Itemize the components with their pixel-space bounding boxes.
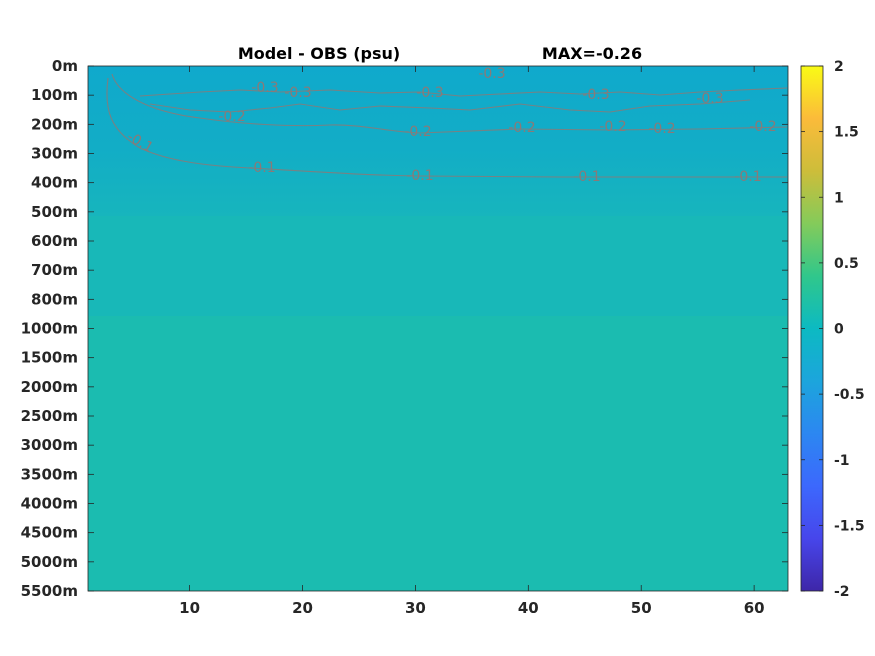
contour-label: -0.2 [648,121,675,137]
contour-label: -0.3 [251,80,278,96]
colorbar-tick-label: -1 [834,453,850,469]
y-tick-label: 200m [31,115,78,133]
y-tick-label: 600m [31,232,78,250]
y-tick-label: 400m [31,174,78,192]
colorbar-tick-label: 0 [834,322,844,338]
colorbar-tick-label: -2 [834,584,850,600]
y-tick-label: 5500m [21,582,78,600]
y-tick-label: 1500m [21,349,78,367]
contour-line-minus-0-1 [106,77,787,178]
contour-label: -0.2 [218,109,245,125]
surface-water-fill [88,66,788,216]
contour-line-minus-0-3 [139,87,788,97]
y-tick-label: 100m [31,86,78,104]
contour-label: -0.1 [248,160,275,176]
y-axis: 0m 100m 200m 300m 400m 500m 600m 700m 800m 1000m 1… [21,57,788,600]
colorbar-tick-label: 0.5 [834,256,859,272]
colorbar: 2 1.5 1 0.5 0 -0.5 -1 -1.5 -2 [800,59,865,600]
y-tick-label: 2500m [21,407,78,425]
y-tick-label: 2000m [21,378,78,396]
contour-label: -0.3 [696,91,723,107]
contour-line-minus-0-2 [111,73,788,134]
contour-label: -0.1 [573,169,600,185]
x-axis: 10 20 30 40 50 60 [179,66,765,617]
heatmap-field [88,66,788,591]
y-tick-label: 4000m [21,495,78,513]
chart-subtitle: MAX=-0.26 [542,44,642,63]
contour-label: -0.3 [582,87,609,103]
y-tick-label: 0m [52,57,78,75]
contour-label: -0.3 [478,66,505,82]
x-tick-label: 50 [631,599,652,617]
contour-lines [106,73,788,178]
x-tick-label: 40 [518,599,539,617]
colorbar-tick-label: -0.5 [834,387,865,403]
contour-label: -0.2 [599,119,626,135]
x-tick-label: 20 [292,599,313,617]
contour-line-minus-0-3-inner [149,99,751,113]
colorbar-tick-label: 2 [834,59,844,75]
x-tick-label: 10 [179,599,200,617]
x-tick-label: 30 [405,599,426,617]
chart-title: Model - OBS (psu) [238,44,400,63]
colorbar-tick-label: 1 [834,190,844,206]
colorbar-ticks: 2 1.5 1 0.5 0 -0.5 -1 -1.5 -2 [801,59,865,600]
contour-label: -0.3 [416,85,443,101]
contour-label: -0.1 [734,169,761,185]
y-tick-label: 700m [31,261,78,279]
y-tick-label: 3000m [21,436,78,454]
y-tick-label: 4500m [21,524,78,542]
contour-label: -0.1 [406,168,433,184]
colorbar-tick-label: -1.5 [834,518,865,534]
contour-label: -0.2 [508,120,535,136]
y-tick-label: 500m [31,203,78,221]
contour-label: -0.3 [284,85,311,101]
contour-label: -0.2 [749,119,776,135]
y-tick-label: 3500m [21,465,78,483]
x-tick-label: 60 [744,599,765,617]
contour-label: -0.2 [404,124,431,140]
y-tick-label: 300m [31,145,78,163]
y-tick-label: 5000m [21,553,78,571]
y-tick-label: 800m [31,290,78,308]
colorbar-tick-label: 1.5 [834,125,859,141]
y-tick-label: 1000m [21,320,78,338]
